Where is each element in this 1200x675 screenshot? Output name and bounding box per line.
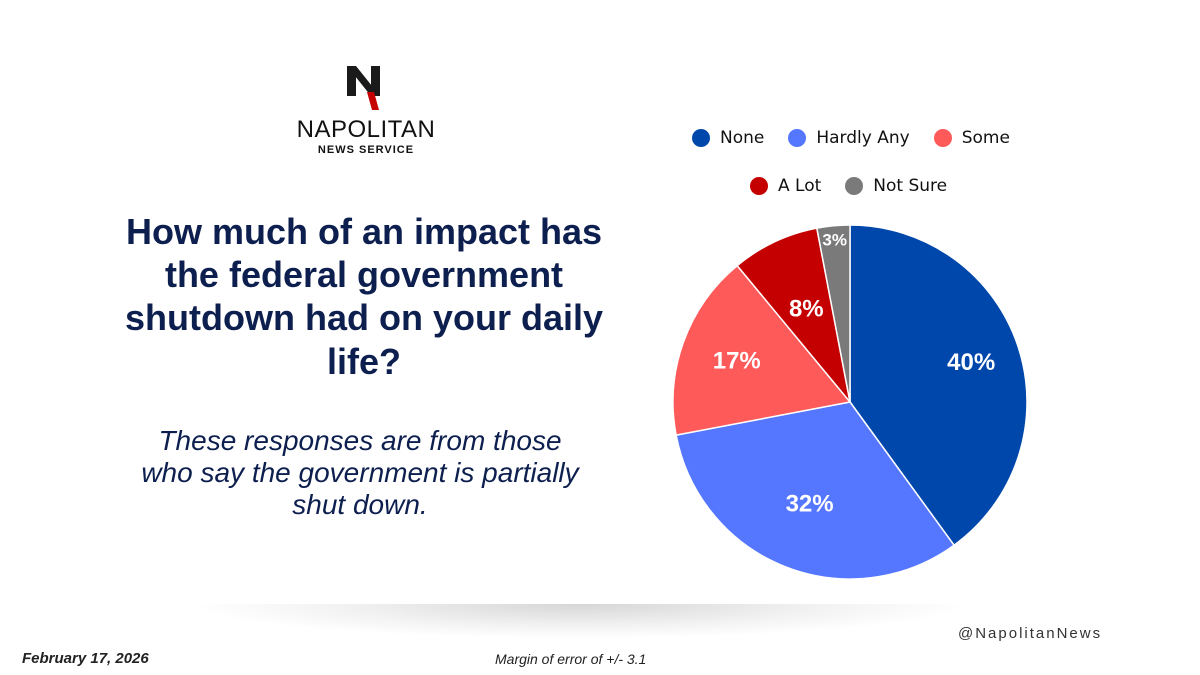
legend-item-not-sure: Not Sure xyxy=(845,176,947,196)
slice-none xyxy=(849,224,1028,547)
legend-item-none: None xyxy=(692,128,764,148)
footer-shadow xyxy=(200,604,960,638)
napolitan-n-logo-icon xyxy=(347,66,380,110)
legend-item-hardly-any: Hardly Any xyxy=(788,128,910,148)
legend-dot-icon xyxy=(788,129,807,147)
legend-row-2: A Lot Not Sure xyxy=(750,176,971,196)
legend-item-some: Some xyxy=(933,128,1010,148)
survey-date: February 17, 2026 xyxy=(22,650,149,667)
slice-hardly-any xyxy=(675,401,956,580)
legend-dot-icon xyxy=(933,129,952,147)
data-label: 3% xyxy=(822,230,847,249)
legend-item-a-lot: A Lot xyxy=(750,176,821,196)
data-label: 8% xyxy=(789,296,824,323)
legend-label: Hardly Any xyxy=(816,128,910,148)
legend-label: A Lot xyxy=(778,176,822,196)
data-label: 32% xyxy=(786,491,834,518)
pie-chart: 40% 32% 17% 8% 3% xyxy=(672,224,1028,580)
survey-subtitle: These responses are from those who say t… xyxy=(141,425,579,521)
slice-some xyxy=(672,264,852,437)
legend-dot-icon xyxy=(750,177,768,195)
data-label: 17% xyxy=(713,348,761,375)
legend-dot-icon xyxy=(845,177,864,195)
logo-name: NAPOLITAN xyxy=(296,116,436,143)
logo-subtitle: NEWS SERVICE xyxy=(317,144,415,156)
legend-label: Not Sure xyxy=(873,176,948,196)
legend-row-1: None Hardly Any Some xyxy=(692,128,1034,148)
legend-label: Some xyxy=(961,128,1010,148)
survey-question: How much of an impact has the federal go… xyxy=(124,211,603,382)
napolitan-logo: NAPOLITAN NEWS SERVICE xyxy=(290,58,442,158)
legend-label: None xyxy=(720,128,765,148)
data-label: 40% xyxy=(947,349,995,376)
slice-a-lot xyxy=(736,227,851,403)
margin-of-error: Margin of error of +/- 3.1 xyxy=(495,651,647,667)
social-handle: @NapolitanNews xyxy=(958,625,1103,642)
slice-not-sure xyxy=(815,224,851,403)
legend-dot-icon xyxy=(692,129,710,147)
